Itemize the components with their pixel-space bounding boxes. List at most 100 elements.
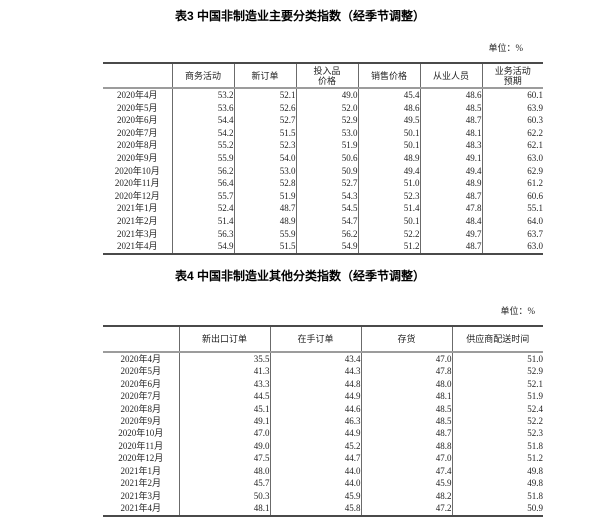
table-cell: 48.2 <box>360 489 452 503</box>
table-cell: 51.8 <box>451 489 543 503</box>
table-cell: 46.3 <box>269 414 361 428</box>
table-row: 2021年3月 50.3 45.9 48.2 51.8 <box>103 489 543 503</box>
table-cell: 62.9 <box>481 164 543 178</box>
table-cell: 55.9 <box>171 151 234 165</box>
table-cell: 54.7 <box>295 214 358 228</box>
table-cell: 48.7 <box>419 240 482 254</box>
row-label: 2020年11月 <box>114 178 160 189</box>
table-cell: 55.1 <box>481 202 543 215</box>
table-cell: 52.3 <box>233 139 296 152</box>
table-cell: 48.7 <box>419 114 482 127</box>
table-cell: 48.9 <box>419 177 482 190</box>
table-cell: 44.0 <box>269 464 361 478</box>
table-cell: 64.0 <box>481 214 543 228</box>
table-cell: 45.7 <box>178 477 270 490</box>
row-label: 2020年5月 <box>116 102 158 113</box>
table-cell: 50.1 <box>357 214 420 228</box>
table-cell: 51.9 <box>233 189 296 203</box>
table-cell: 47.0 <box>360 351 452 366</box>
table-cell: 47.0 <box>360 452 452 465</box>
table-cell: 51.4 <box>357 202 420 215</box>
table-cell: 60.3 <box>481 114 543 127</box>
column-header: 新出口订单 <box>178 325 270 352</box>
table-cell: 54.0 <box>233 151 296 165</box>
table-row: 2020年10月 47.0 44.9 48.7 52.3 <box>103 427 543 440</box>
column-header: 存货 <box>360 325 452 352</box>
row-label: 2020年4月 <box>116 90 158 100</box>
table-header-row: 新出口订单 在手订单 存货 供应商配送时间 <box>103 325 543 352</box>
row-label: 2020年11月 <box>118 440 164 451</box>
row-label: 2020年10月 <box>118 428 164 439</box>
table-cell: 55.2 <box>171 139 234 152</box>
table-cell: 52.3 <box>451 427 543 440</box>
column-header: 从业人员 <box>419 63 482 88</box>
table-cell: 48.4 <box>419 214 482 228</box>
table-cell: 51.2 <box>451 452 543 465</box>
table-cell: 62.1 <box>481 139 543 152</box>
table-row: 2020年12月 47.5 44.7 47.0 51.2 <box>103 452 543 465</box>
table-row: 2020年11月 56.4 52.8 52.7 51.0 48.9 61.2 <box>103 177 543 190</box>
table-row: 2020年9月 55.9 54.0 50.6 48.9 49.1 63.0 <box>103 151 543 165</box>
table-cell: 48.7 <box>233 202 296 215</box>
table-cell: 44.9 <box>269 427 361 440</box>
table-cell: 48.6 <box>357 101 420 115</box>
table-cell: 49.0 <box>295 88 358 102</box>
table-cell: 48.7 <box>419 189 482 203</box>
table-cell: 52.2 <box>451 414 543 428</box>
table4-unit-label: 单位：% <box>500 305 536 316</box>
table-cell: 48.5 <box>419 101 482 115</box>
table-row: 2020年5月 53.6 52.6 52.0 48.6 48.5 63.9 <box>103 101 543 115</box>
table-cell: 48.0 <box>360 377 452 391</box>
table-cell: 48.5 <box>360 414 452 428</box>
table-cell: 48.9 <box>357 151 420 165</box>
table-cell: 47.0 <box>178 427 270 440</box>
column-header: 新订单 <box>233 63 296 88</box>
table-cell: 48.3 <box>419 139 482 152</box>
table-cell: 45.2 <box>269 439 361 453</box>
table-row: 2020年11月 49.0 45.2 48.8 51.8 <box>103 439 543 453</box>
table-row: 2021年2月 51.4 48.9 54.7 50.1 48.4 64.0 <box>103 214 543 228</box>
table-cell: 48.9 <box>233 214 296 228</box>
table-cell: 53.2 <box>171 88 234 102</box>
table-cell: 44.5 <box>178 390 270 403</box>
table-cell: 63.0 <box>481 240 543 254</box>
table4-title: 表4 中国非制造业其他分类指数（经季节调整） <box>174 268 425 283</box>
table-cell: 45.9 <box>360 477 452 490</box>
table-cell: 52.8 <box>233 177 296 190</box>
table-row: 2021年1月 52.4 48.7 54.5 51.4 47.8 55.1 <box>103 202 543 215</box>
table-cell: 48.8 <box>360 439 452 453</box>
table-cell: 49.4 <box>419 164 482 178</box>
table-row: 2021年2月 45.7 44.0 45.9 49.8 <box>103 477 543 490</box>
table-cell: 61.2 <box>481 177 543 190</box>
table-cell: 44.3 <box>269 365 361 378</box>
table-cell: 48.1 <box>360 390 452 403</box>
column-header: 在手订单 <box>269 325 361 352</box>
table-cell: 43.4 <box>269 351 361 366</box>
column-header: 商务活动 <box>171 63 234 88</box>
table-row: 2021年4月 48.1 45.8 47.2 50.9 <box>103 502 543 516</box>
table-cell: 49.1 <box>178 414 270 428</box>
row-label: 2020年8月 <box>120 403 161 414</box>
column-header <box>103 63 172 88</box>
table-cell: 52.0 <box>295 101 358 115</box>
table-cell: 60.1 <box>481 88 543 102</box>
table-row: 2020年4月 35.5 43.4 47.0 51.0 <box>103 351 543 366</box>
table-cell: 54.5 <box>295 202 358 215</box>
row-label: 2021年3月 <box>116 228 158 239</box>
row-label: 2020年7月 <box>120 391 161 402</box>
table-cell: 45.1 <box>178 402 270 415</box>
table-cell: 47.2 <box>360 502 452 516</box>
table-cell: 50.1 <box>357 139 420 152</box>
table-cell: 52.4 <box>451 402 543 415</box>
table-cell: 56.4 <box>171 177 234 190</box>
table3-unit-label: 单位：% <box>488 43 524 53</box>
table-cell: 51.4 <box>171 214 234 228</box>
table-cell: 50.6 <box>295 151 358 165</box>
table-cell: 55.7 <box>171 189 234 203</box>
table-cell: 49.1 <box>419 151 482 165</box>
table-cell: 52.3 <box>357 189 420 203</box>
table-cell: 56.2 <box>295 227 358 241</box>
table-cell: 49.5 <box>357 114 420 127</box>
table-cell: 52.9 <box>451 365 543 378</box>
table-cell: 53.0 <box>295 126 358 140</box>
